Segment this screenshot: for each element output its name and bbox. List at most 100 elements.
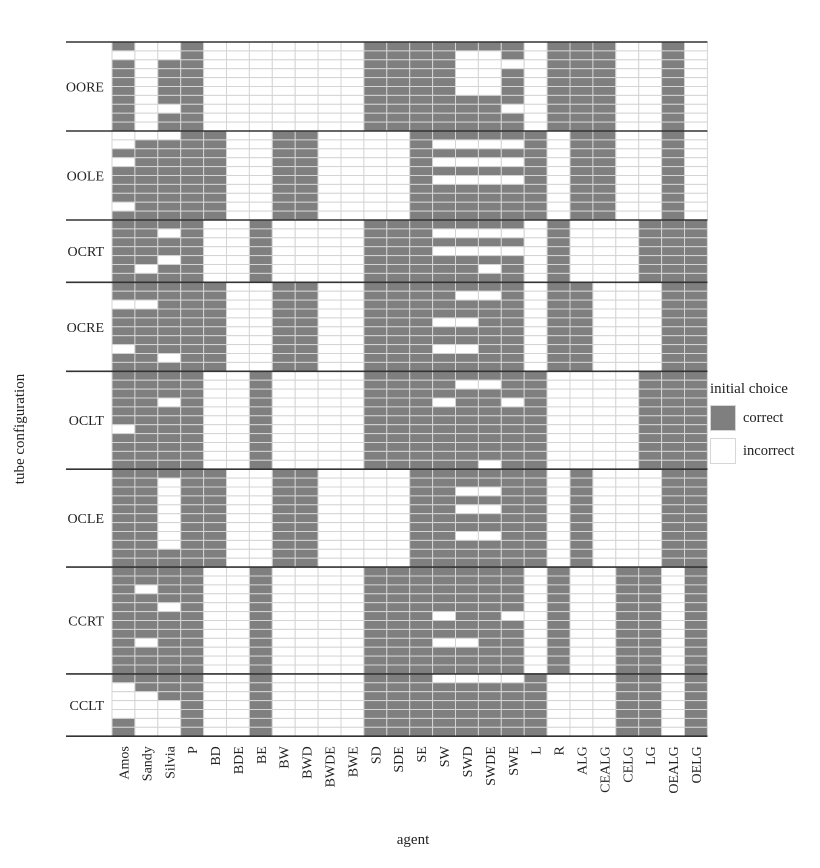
- heatmap-cell: [592, 522, 617, 532]
- heatmap-cell: [271, 299, 296, 310]
- heatmap-cell: [455, 112, 479, 123]
- heatmap-cell: [523, 442, 548, 452]
- heatmap-cell: [409, 709, 434, 719]
- heatmap-cell: [500, 477, 525, 488]
- heatmap-cell: [615, 183, 640, 194]
- heatmap-cell: [409, 157, 434, 168]
- heatmap-cell: [500, 442, 525, 452]
- heatmap-cell: [271, 531, 296, 541]
- heatmap-cell: [638, 139, 663, 150]
- heatmap-cell: [455, 139, 479, 150]
- heatmap-cell: [546, 272, 571, 283]
- heatmap-cell: [500, 139, 525, 150]
- heatmap-cell: [615, 486, 640, 497]
- heatmap-cell: [340, 370, 365, 381]
- heatmap-cell: [523, 299, 548, 310]
- heatmap-cell: [455, 513, 479, 524]
- heatmap-cell: [455, 59, 479, 70]
- heatmap-cell: [500, 148, 525, 159]
- heatmap-cell: [684, 646, 708, 657]
- heatmap-cell: [615, 450, 640, 461]
- heatmap-cell: [317, 148, 342, 159]
- heatmap-cell: [294, 495, 319, 506]
- heatmap-cell: [569, 264, 594, 274]
- heatmap-cell: [271, 611, 296, 621]
- heatmap-cell: [661, 201, 685, 212]
- heatmap-cell: [661, 112, 685, 123]
- heatmap-cell: [157, 59, 182, 70]
- heatmap-cell: [180, 682, 205, 693]
- heatmap-cell: [363, 424, 388, 435]
- agent-tick-label: BWDE: [324, 746, 339, 787]
- heatmap-cell: [523, 228, 548, 239]
- heatmap-cell: [248, 539, 273, 550]
- heatmap-cell: [157, 495, 182, 506]
- heatmap-cell: [455, 201, 479, 212]
- heatmap-cell: [271, 281, 296, 292]
- heatmap-cell: [638, 637, 663, 648]
- heatmap-cell: [363, 299, 388, 310]
- heatmap-cell: [500, 682, 525, 693]
- heatmap-cell: [569, 388, 594, 399]
- heatmap-cell: [638, 575, 663, 586]
- heatmap-cell: [615, 709, 640, 719]
- heatmap-cell: [523, 157, 548, 168]
- heatmap-cell: [569, 121, 594, 132]
- heatmap-cell: [615, 531, 640, 541]
- heatmap-cell: [386, 299, 411, 310]
- heatmap-cell: [180, 50, 205, 61]
- heatmap-cell: [684, 442, 708, 452]
- heatmap-cell: [661, 103, 685, 114]
- heatmap-cell: [111, 192, 136, 203]
- heatmap-cell: [157, 246, 182, 257]
- heatmap-cell: [111, 68, 136, 79]
- heatmap-cell: [134, 210, 159, 221]
- heatmap-cell: [477, 192, 502, 203]
- heatmap-cell: [134, 353, 159, 363]
- heatmap-cell: [592, 326, 617, 337]
- heatmap-cell: [226, 522, 250, 532]
- heatmap-cell: [592, 397, 617, 408]
- heatmap-cell: [477, 210, 502, 221]
- heatmap-cell: [294, 308, 319, 319]
- heatmap-cell: [271, 148, 296, 159]
- heatmap-cell: [500, 406, 525, 417]
- heatmap-cell: [661, 317, 685, 328]
- heatmap-cell: [386, 486, 411, 497]
- heatmap-cell: [340, 539, 365, 550]
- heatmap-cell: [409, 59, 434, 70]
- heatmap-cell: [409, 620, 434, 630]
- heatmap-cell: [340, 121, 365, 132]
- heatmap-cell: [134, 192, 159, 203]
- heatmap-cell: [248, 210, 273, 221]
- heatmap-cell: [455, 353, 479, 363]
- heatmap-cell: [500, 272, 525, 283]
- heatmap-cell: [180, 709, 205, 719]
- heatmap-cell: [409, 691, 434, 702]
- heatmap-cell: [569, 504, 594, 515]
- heatmap-cell: [294, 228, 319, 239]
- heatmap-cell: [477, 450, 502, 461]
- heatmap-cell: [203, 442, 228, 452]
- heatmap-cell: [226, 682, 250, 693]
- heatmap-cell: [409, 290, 434, 301]
- heatmap-cell: [134, 59, 159, 70]
- heatmap-cell: [477, 68, 502, 79]
- heatmap-cell: [134, 495, 159, 506]
- heatmap-cell: [157, 700, 182, 710]
- heatmap-cell: [500, 557, 525, 568]
- heatmap-cell: [157, 317, 182, 328]
- heatmap-cell: [111, 130, 136, 141]
- heatmap-cell: [569, 717, 594, 728]
- heatmap-cell: [477, 415, 502, 426]
- heatmap-cell: [248, 450, 273, 461]
- heatmap-cell: [592, 593, 617, 604]
- heatmap-cell: [226, 717, 250, 728]
- heatmap-cell: [523, 486, 548, 497]
- heatmap-cell: [317, 602, 342, 613]
- heatmap-cell: [432, 531, 457, 541]
- heatmap-cell: [294, 157, 319, 168]
- heatmap-cell: [615, 557, 640, 568]
- heatmap-cell: [157, 388, 182, 399]
- heatmap-cell: [409, 86, 434, 96]
